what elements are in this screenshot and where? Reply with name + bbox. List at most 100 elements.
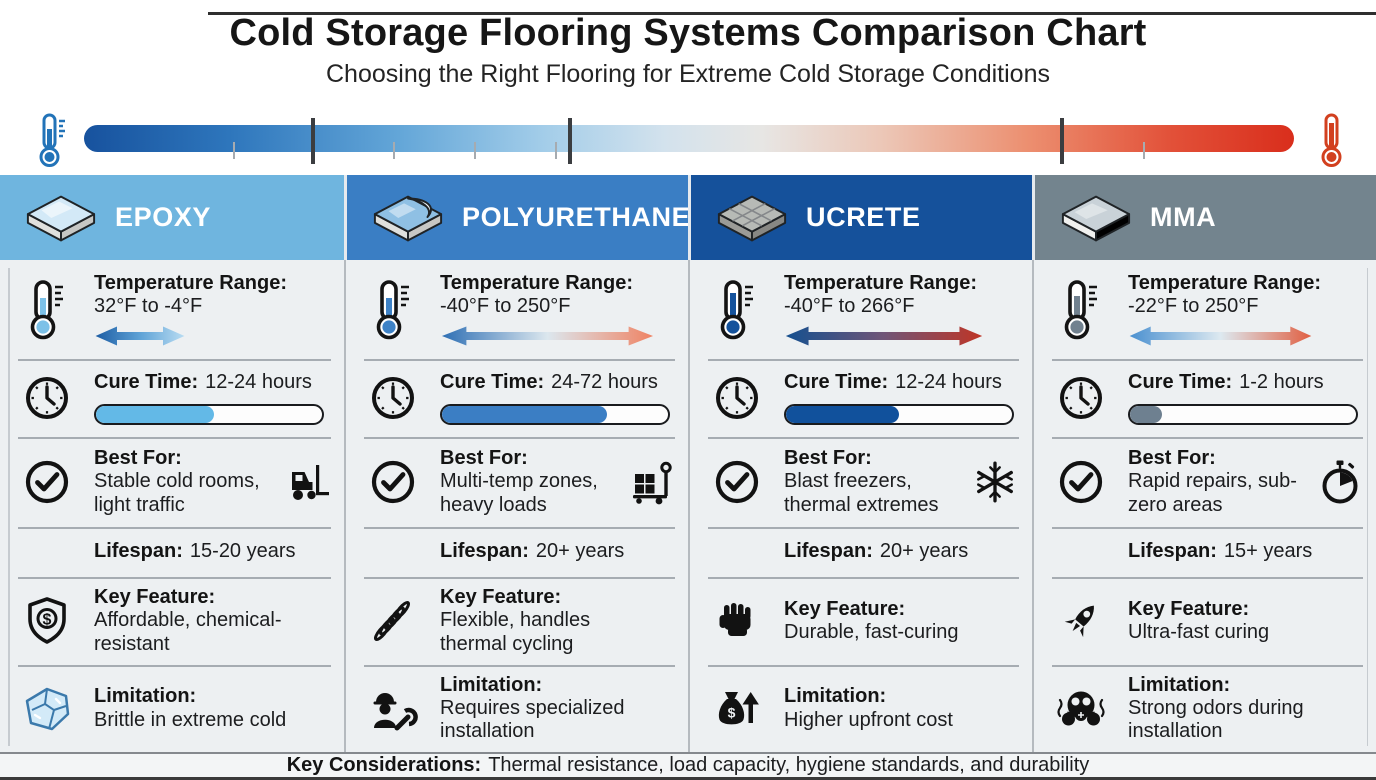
limitation-value: Higher upfront cost [784, 708, 953, 731]
row-divider [18, 437, 331, 439]
row-divider [364, 577, 675, 579]
best-for-label: Best For: [1128, 447, 1216, 470]
check-circle-icon [346, 437, 440, 527]
pallet-jack-icon [629, 458, 675, 506]
lifespan-value: 15+ years [1223, 540, 1313, 563]
temperature-gradient-bar [84, 125, 1294, 152]
row-divider [364, 359, 675, 361]
column-header-epoxy: EPOXY [0, 175, 344, 260]
temperature-range-arrow [441, 326, 654, 346]
temperature-range-arrow [1129, 326, 1312, 346]
row-divider [708, 527, 1019, 529]
lifespan-line: Lifespan: 15+ years [1128, 540, 1342, 563]
best-for-row: Best For: Multi-temp zones, heavy loads [346, 437, 688, 527]
cure-time-line: Cure Time: 12-24 hours [784, 371, 1014, 394]
shield-dollar-icon: $ [0, 577, 94, 665]
temperature-row: Temperature Range: -22°F to 250°F [1034, 260, 1376, 359]
row-divider [708, 359, 1019, 361]
best-for-row: Best For: Blast freezers, thermal extrem… [690, 437, 1032, 527]
svg-text:$: $ [43, 612, 52, 629]
row-divider [18, 665, 331, 667]
clock-icon [0, 359, 94, 437]
footer-note: Key Considerations: Thermal resistance, … [0, 752, 1376, 777]
row-divider [1052, 359, 1363, 361]
limitation-value: Brittle in extreme cold [94, 708, 287, 731]
temperature-label: Temperature Range: [784, 271, 978, 294]
cure-time-row: Cure Time: 1-2 hours [1034, 359, 1376, 437]
temperature-row: Temperature Range: -40°F to 266°F [690, 260, 1032, 359]
column-header-mma: MMA [1032, 175, 1376, 260]
column-title: UCRETE [806, 202, 921, 232]
key-feature-row: $ Key Feature: Affordable, chemical-resi… [0, 577, 344, 665]
lifespan-label: Lifespan: [440, 540, 529, 563]
thermometer-icon [346, 260, 440, 359]
best-for-label: Best For: [440, 447, 528, 470]
gas-mask-icon [1034, 665, 1128, 752]
body-edge-line [1366, 268, 1368, 746]
thermometer-cold-icon [36, 112, 70, 169]
page-title: Cold Storage Flooring Systems Comparison… [229, 12, 1147, 54]
rocket-icon [1034, 577, 1128, 665]
thermometer-hot-icon [1318, 112, 1352, 169]
cure-time-value: 1-2 hours [1239, 371, 1324, 394]
scale-tick-minor [1143, 142, 1145, 159]
key-feature-value: Ultra-fast curing [1128, 621, 1270, 643]
temperature-row: Temperature Range: 32°F to -4°F [0, 260, 344, 359]
lifespan-row: Lifespan: 15+ years [1034, 527, 1376, 577]
temperature-value: -40°F to 266°F [784, 295, 915, 317]
limitation-label: Limitation: [94, 685, 197, 708]
scale-tick [568, 118, 572, 164]
scale-tick [311, 118, 315, 164]
limitation-value: Strong odors during installation [1128, 696, 1304, 743]
comparison-table: EPOXY Temperature Range: 32°F to -4°F [0, 175, 1376, 752]
column-body-ucrete: Temperature Range: -40°F to 266°F [688, 260, 1032, 752]
scale-tick-minor [233, 142, 235, 159]
column-title: POLYURETHANE [462, 202, 691, 232]
clock-icon [346, 359, 440, 437]
lifespan-row: Lifespan: 15-20 years [0, 527, 344, 577]
temperature-label: Temperature Range: [440, 271, 634, 294]
limitation-label: Limitation: [784, 685, 887, 708]
best-for-label: Best For: [94, 447, 182, 470]
cure-time-label: Cure Time: [784, 371, 889, 394]
limitation-label: Limitation: [1128, 673, 1231, 696]
column-body-mma: Temperature Range: -22°F to 250°F [1032, 260, 1376, 752]
lifespan-line: Lifespan: 20+ years [440, 540, 654, 563]
key-feature-label: Key Feature: [440, 586, 562, 609]
lifespan-row: Lifespan: 20+ years [346, 527, 688, 577]
key-feature-label: Key Feature: [784, 597, 906, 620]
best-for-row: Best For: Rapid repairs, sub-zero areas [1034, 437, 1376, 527]
cracked-ice-icon [0, 665, 94, 752]
stopwatch-icon [1317, 458, 1363, 506]
temperature-row: Temperature Range: -40°F to 250°F [346, 260, 688, 359]
lifespan-label: Lifespan: [784, 540, 873, 563]
key-feature-label: Key Feature: [1128, 597, 1250, 620]
best-for-value: Multi-temp zones, heavy loads [440, 470, 598, 516]
key-feature-row: Key Feature: Ultra-fast curing [1034, 577, 1376, 665]
column-epoxy: EPOXY Temperature Range: 32°F to -4°F [0, 175, 344, 752]
limitation-value: Requires specialized installation [440, 696, 625, 743]
best-for-row: Best For: Stable cold rooms, light traff… [0, 437, 344, 527]
column-body-epoxy: Temperature Range: 32°F to -4°F [0, 260, 344, 752]
svg-text:$: $ [728, 704, 736, 720]
cure-time-row: Cure Time: 24-72 hours [346, 359, 688, 437]
temperature-value: -40°F to 250°F [440, 295, 571, 317]
footer-text: Thermal resistance, load capacity, hygie… [488, 754, 1090, 776]
column-title: EPOXY [115, 202, 212, 232]
key-feature-value: Flexible, handles thermal cycling [440, 609, 591, 655]
page-subtitle: Choosing the Right Flooring for Extreme … [326, 60, 1050, 88]
cure-time-row: Cure Time: 12-24 hours [0, 359, 344, 437]
column-header-polyurethane: POLYURETHANE [344, 175, 691, 260]
best-for-value: Blast freezers, thermal extremes [784, 470, 939, 516]
row-divider [708, 437, 1019, 439]
spacer [0, 527, 94, 577]
cure-time-line: Cure Time: 12-24 hours [94, 371, 324, 394]
thermometer-icon [0, 260, 94, 359]
row-divider [1052, 577, 1363, 579]
thermometer-icon [1034, 260, 1128, 359]
check-circle-icon [1034, 437, 1128, 527]
best-for-value: Stable cold rooms, light traffic [94, 470, 260, 516]
scale-tick [1060, 118, 1064, 164]
cure-time-bar [1128, 403, 1358, 425]
best-for-value: Rapid repairs, sub-zero areas [1128, 470, 1297, 516]
